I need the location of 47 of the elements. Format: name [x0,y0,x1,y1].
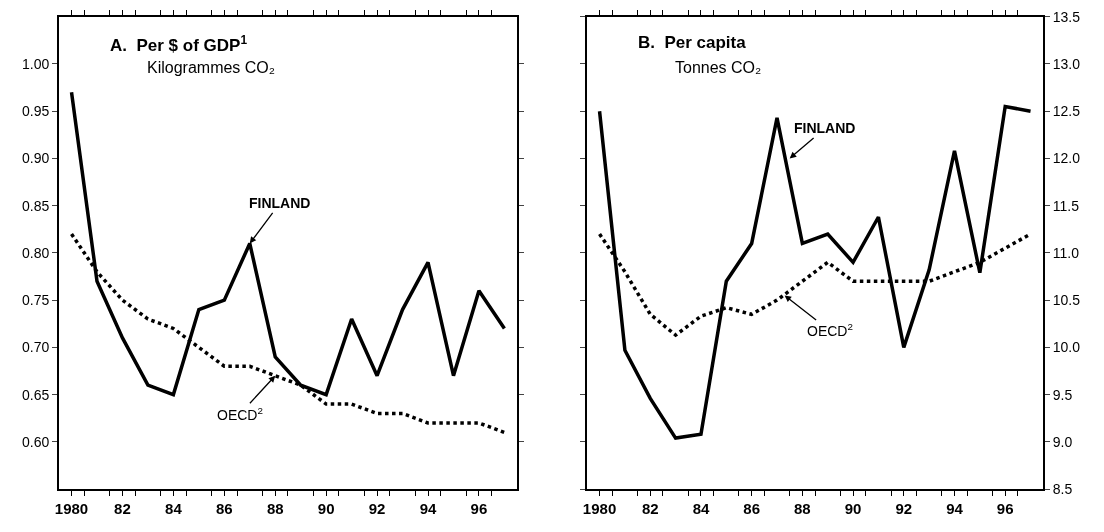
annotation: OECD$^{2}$ [807,321,853,339]
x-tick-label: 94 [419,499,438,517]
y-tick-label: 9.5 [1052,386,1073,403]
y-tick-label: 0.70 [22,339,50,356]
line-series [597,104,1033,440]
y-tick-label: 9.0 [1052,433,1073,450]
y-tick-label: 0.65 [22,386,50,403]
x-tick-label: 86 [743,499,761,517]
x-tick-label: 1980 [582,499,617,517]
text: A. Per $ of GDP$^{1}$ [110,33,248,56]
x-tick-label: 84 [692,499,710,517]
x-tick-label: 92 [368,499,386,517]
x-tick-label: 84 [165,499,183,517]
y-tick-label: 0.75 [22,292,50,309]
y-tick-label: 0.85 [22,197,50,214]
y-tick-label: 11.5 [1052,197,1080,214]
x-tick-label: 88 [266,499,284,517]
x-tick-label: 1980 [54,499,89,517]
y-tick-label: 13.0 [1052,55,1081,72]
y-tick-label: 0.60 [22,433,50,450]
text: Kilogrammes CO₂ [147,59,276,76]
text: B. Per capita [638,33,747,52]
x-tick-label: 90 [844,499,862,517]
x-tick-label: 86 [215,499,233,517]
y-tick-label: 0.90 [22,150,50,167]
x-tick-label: 94 [946,499,964,517]
y-tick-label: 13.5 [1052,8,1081,25]
x-tick-label: 82 [114,499,131,517]
annotation: FINLAND [794,120,856,136]
x-tick-label: 82 [641,499,659,517]
x-tick-label: 96 [996,499,1014,517]
text: Tonnes CO₂ [675,59,762,76]
annotation: FINLAND [249,195,311,211]
y-tick-label: 10.5 [1052,292,1081,309]
y-tick-label: 12.0 [1052,150,1081,167]
y-tick-label: 0.80 [22,244,50,261]
y-tick-label: 8.5 [1052,480,1073,497]
y-tick-label: 11.0 [1052,244,1080,261]
y-tick-label: 10.0 [1052,339,1081,356]
y-tick-label: 1.00 [22,55,50,72]
y-tick-label: 0.95 [22,103,50,120]
y-tick-label: 12.5 [1052,103,1081,120]
x-tick-label: 92 [895,499,913,517]
x-tick-label: 96 [470,499,488,517]
x-tick-label: 88 [794,499,811,517]
x-tick-label: 90 [317,499,335,517]
annotation: OECD$^{2}$ [217,405,263,423]
